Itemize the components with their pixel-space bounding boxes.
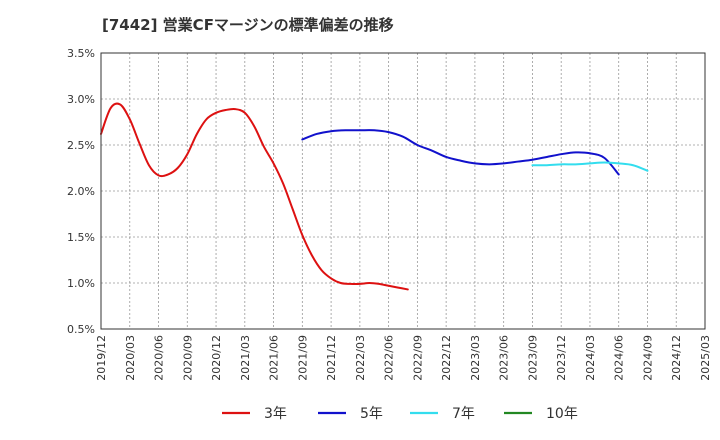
- y-tick-label: 3.0%: [67, 93, 95, 106]
- x-tick-label: 2021/09: [296, 335, 309, 381]
- y-tick-label: 3.5%: [67, 47, 95, 60]
- x-tick-label: 2019/12: [95, 335, 108, 381]
- x-tick-label: 2023/03: [469, 335, 482, 381]
- y-tick-label: 2.5%: [67, 139, 95, 152]
- x-tick-label: 2021/03: [239, 335, 252, 381]
- y-tick-label: 1.0%: [67, 277, 95, 290]
- legend-label-3: 7年: [452, 406, 475, 422]
- legend: 3年 5年 7年 10年: [222, 406, 578, 422]
- series-line-3: [531, 161, 649, 172]
- x-tick-label: 2024/06: [613, 335, 626, 381]
- x-tick-label: 2021/12: [325, 335, 338, 381]
- series-line-2: [301, 129, 620, 176]
- x-tick-label: 2021/06: [268, 335, 281, 381]
- x-tick-label: 2024/12: [670, 335, 683, 381]
- x-tick-label: 2023/12: [555, 335, 568, 381]
- x-tick-label: 2022/03: [354, 335, 367, 381]
- x-tick-label: 2023/09: [526, 335, 539, 381]
- x-tick-label: 2024/03: [584, 335, 597, 381]
- legend-label-4: 10年: [546, 406, 578, 422]
- x-tick-label: 2024/09: [641, 335, 654, 381]
- series-line-1: [100, 102, 409, 291]
- series-lines: [100, 102, 649, 291]
- legend-label-2: 5年: [360, 406, 383, 422]
- y-axis-tick-labels: 0.5% 1.0% 1.5% 2.0% 2.5% 3.0% 3.5%: [67, 47, 95, 336]
- x-tick-label: 2022/09: [411, 335, 424, 381]
- chart-title: [7442] 営業CFマージンの標準偏差の推移: [102, 16, 394, 34]
- legend-label-1: 3年: [264, 406, 287, 422]
- x-axis-tick-labels: 2019/12 2020/03 2020/06 2020/09 2020/12 2021/…: [95, 335, 712, 381]
- x-tick-label: 2022/12: [440, 335, 453, 381]
- x-tick-label: 2025/03: [699, 335, 712, 381]
- y-tick-label: 0.5%: [67, 323, 95, 336]
- x-tick-label: 2020/09: [181, 335, 194, 381]
- x-tick-label: 2020/06: [153, 335, 166, 381]
- y-tick-label: 2.0%: [67, 185, 95, 198]
- plot-frame: [100, 52, 706, 330]
- x-tick-label: 2022/06: [383, 335, 396, 381]
- x-tick-label: 2023/06: [498, 335, 511, 381]
- x-tick-label: 2020/12: [210, 335, 223, 381]
- x-tick-label: 2020/03: [124, 335, 137, 381]
- y-tick-label: 1.5%: [67, 231, 95, 244]
